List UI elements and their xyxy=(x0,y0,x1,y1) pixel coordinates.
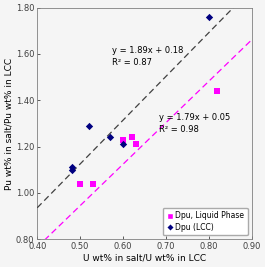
Point xyxy=(121,138,125,142)
Point xyxy=(121,142,125,147)
Y-axis label: Pu wt% in salt/Pu wt% in LCC: Pu wt% in salt/Pu wt% in LCC xyxy=(4,57,13,190)
Point xyxy=(87,124,91,128)
Text: y = 1.79x + 0.05: y = 1.79x + 0.05 xyxy=(160,113,231,122)
Point xyxy=(69,165,74,170)
Text: y = 1.89x + 0.18: y = 1.89x + 0.18 xyxy=(112,46,184,55)
Text: R² = 0.98: R² = 0.98 xyxy=(160,125,199,134)
Point xyxy=(78,182,82,186)
Point xyxy=(129,135,134,139)
Point xyxy=(91,182,95,186)
Point xyxy=(215,89,219,93)
Point xyxy=(69,168,74,172)
Point xyxy=(134,142,138,147)
Point xyxy=(207,15,211,19)
Point xyxy=(108,135,112,139)
Text: R² = 0.87: R² = 0.87 xyxy=(112,58,152,67)
Legend: Dpu, Liquid Phase, Dpu (LCC): Dpu, Liquid Phase, Dpu (LCC) xyxy=(163,207,248,235)
X-axis label: U wt% in salt/U wt% in LCC: U wt% in salt/U wt% in LCC xyxy=(83,254,206,263)
